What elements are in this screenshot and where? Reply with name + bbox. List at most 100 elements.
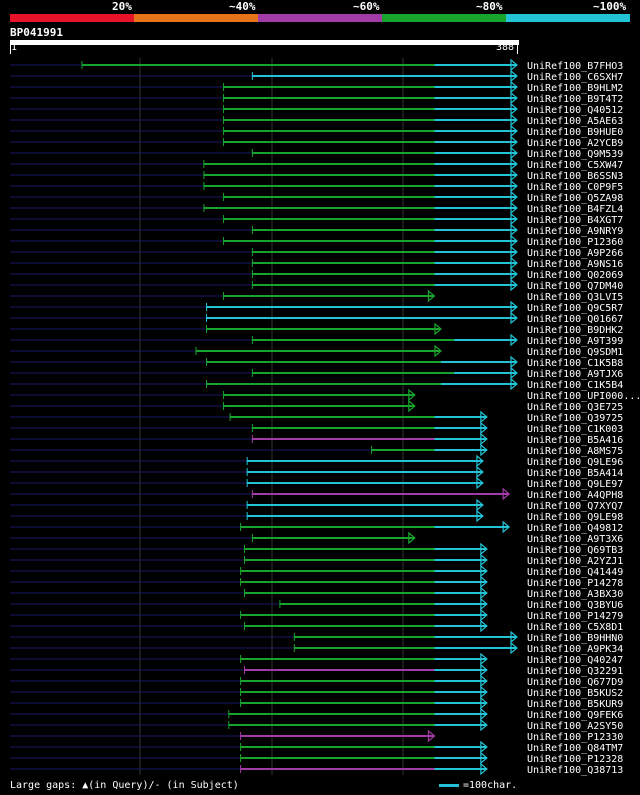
hit-row[interactable]: UniRef100_P14279 [10,608,623,622]
hit-label: UniRef100_A3BX30 [527,589,623,600]
hit-row[interactable]: UniRef100_Q3BYU6 [10,597,623,611]
hit-row[interactable]: UniRef100_Q677D9 [10,674,623,688]
hit-end-arrow [427,729,436,743]
hit-row[interactable]: UniRef100_B5KUR9 [10,696,623,710]
hit-row[interactable]: UniRef100_Q49812 [10,520,623,534]
hit-label: UniRef100_P12328 [527,754,623,765]
hit-row[interactable]: UniRef100_Q69TB3 [10,542,623,556]
hit-row[interactable]: UniRef100_C6SXH7 [10,69,623,83]
hit-row[interactable]: UniRef100_C5XW47 [10,157,623,171]
hit-label: UniRef100_Q5ZA98 [527,193,623,204]
hit-row[interactable]: UniRef100_Q7DM40 [10,278,623,292]
hit-row[interactable]: UniRef100_P14278 [10,575,623,589]
hit-row[interactable]: UniRef100_B9DHK2 [10,322,623,336]
hit-row[interactable]: UniRef100_C1K5B8 [10,355,623,369]
hit-label: UniRef100_B6SSN3 [527,171,623,182]
legend-swatch [506,14,630,22]
hit-label: UniRef100_Q49812 [527,523,623,534]
legend-swatch [258,14,382,22]
hit-row[interactable]: UniRef100_A9NS16 [10,256,623,270]
hit-row[interactable]: UniRef100_Q9LE96 [10,454,623,468]
hit-row[interactable]: UniRef100_A9T3X6 [10,531,623,545]
footer-gaps-note: Large gaps: ▲(in Query)/- (in Subject) [10,780,239,791]
hit-end-arrow [434,322,442,336]
hit-label: UniRef100_Q9LE98 [527,512,623,523]
hit-row[interactable]: UniRef100_P12330 [10,729,623,743]
hit-row[interactable]: UniRef100_A8MS75 [10,443,623,457]
hit-row[interactable]: UniRef100_B9HLM2 [10,80,623,94]
hit-row[interactable]: UniRef100_P12360 [10,234,623,248]
hit-row[interactable]: UniRef100_B5KUS2 [10,685,623,699]
hit-row[interactable]: UniRef100_A2SY50 [10,718,623,732]
hit-label: UniRef100_Q9M539 [527,149,623,160]
hit-row[interactable]: UniRef100_C1K5B4 [10,377,623,391]
hit-row[interactable]: UniRef100_Q3E725 [10,399,623,413]
footer-scale-label: =100char. [463,780,518,791]
hit-row[interactable]: UniRef100_B4XGT7 [10,212,623,226]
hit-row[interactable]: UniRef100_C1K003 [10,421,623,435]
hit-row[interactable]: UniRef100_Q3LVI5 [10,289,623,303]
hit-row[interactable]: UniRef100_A9T399 [10,333,623,347]
hit-row[interactable]: UniRef100_A9PK34 [10,641,623,655]
hit-row[interactable]: UniRef100_A5AE63 [10,113,623,127]
hit-label: UniRef100_Q84TM7 [527,743,623,754]
hit-row[interactable]: UniRef100_B7FHO3 [10,58,623,72]
hit-row[interactable]: UniRef100_A9TJX6 [10,366,623,380]
hit-label: UniRef100_Q38713 [527,765,623,776]
hit-label: UniRef100_B9T4T2 [527,94,623,105]
hit-label: UniRef100_Q40512 [527,105,623,116]
hit-row[interactable]: UniRef100_Q9LE97 [10,476,623,490]
hit-end-arrow [510,69,518,83]
hit-end-arrow [510,245,518,259]
hit-row[interactable]: UniRef100_Q9C5R7 [10,300,623,314]
hit-row[interactable]: UniRef100_Q40247 [10,652,623,666]
hit-row[interactable]: UniRef100_Q9FEK6 [10,707,623,721]
hit-end-arrow [480,663,488,677]
hit-row[interactable]: UniRef100_B5A416 [10,432,623,446]
hit-row[interactable]: UniRef100_B9T4T2 [10,91,623,105]
scale-line-icon [439,783,459,787]
hit-end-arrow [510,80,518,94]
hit-row[interactable]: UniRef100_A4QPH8 [10,487,623,501]
legend-label-40: ~40% [229,0,256,13]
hit-row[interactable]: UniRef100_UPI000... [10,388,640,402]
hit-end-arrow [510,223,518,237]
hit-row[interactable]: UniRef100_Q41449 [10,564,623,578]
hit-row[interactable]: UniRef100_A2YCB9 [10,135,623,149]
hit-row[interactable]: UniRef100_B5A414 [10,465,623,479]
hit-row[interactable]: UniRef100_Q40512 [10,102,623,116]
hit-label: UniRef100_Q3LVI5 [527,292,623,303]
hit-label: UniRef100_B9HLM2 [527,83,623,94]
hit-row[interactable]: UniRef100_A9P266 [10,245,623,259]
hit-row[interactable]: UniRef100_B9HUE0 [10,124,623,138]
hit-row[interactable]: UniRef100_Q38713 [10,762,623,776]
hit-row[interactable]: UniRef100_Q9M539 [10,146,623,160]
hit-row[interactable]: UniRef100_Q84TM7 [10,740,623,754]
hit-row[interactable]: UniRef100_B6SSN3 [10,168,623,182]
hit-end-arrow [476,465,484,479]
hit-row[interactable]: UniRef100_B4FZL4 [10,201,623,215]
hit-label: UniRef100_Q3BYU6 [527,600,623,611]
hit-row[interactable]: UniRef100_C5X8D1 [10,619,623,633]
hit-label: UniRef100_B5KUR9 [527,699,623,710]
hit-row[interactable]: UniRef100_A2YZJ1 [10,553,623,567]
hit-row[interactable]: UniRef100_P12328 [10,751,623,765]
hit-row[interactable]: UniRef100_Q9SDM1 [10,344,623,358]
hit-row[interactable]: UniRef100_Q9LE98 [10,509,623,523]
hit-row[interactable]: UniRef100_A9NRY9 [10,223,623,237]
hit-row[interactable]: UniRef100_Q01667 [10,311,623,325]
hit-end-arrow [510,641,518,655]
hit-row[interactable]: UniRef100_C0P9F5 [10,179,623,193]
hit-end-arrow [510,234,518,248]
hit-row[interactable]: UniRef100_Q7XYQ7 [10,498,623,512]
hit-row[interactable]: UniRef100_A3BX30 [10,586,623,600]
query-id: BP041991 [10,26,63,39]
hit-row[interactable]: UniRef100_Q02069 [10,267,623,281]
hit-row[interactable]: UniRef100_Q39725 [10,410,623,424]
hit-row[interactable]: UniRef100_Q32291 [10,663,623,677]
hit-end-arrow [480,586,488,600]
hit-row[interactable]: UniRef100_Q5ZA98 [10,190,623,204]
hit-end-arrow [510,201,518,215]
hit-row[interactable]: UniRef100_B9HHN0 [10,630,623,644]
hit-label: UniRef100_C1K003 [527,424,623,435]
